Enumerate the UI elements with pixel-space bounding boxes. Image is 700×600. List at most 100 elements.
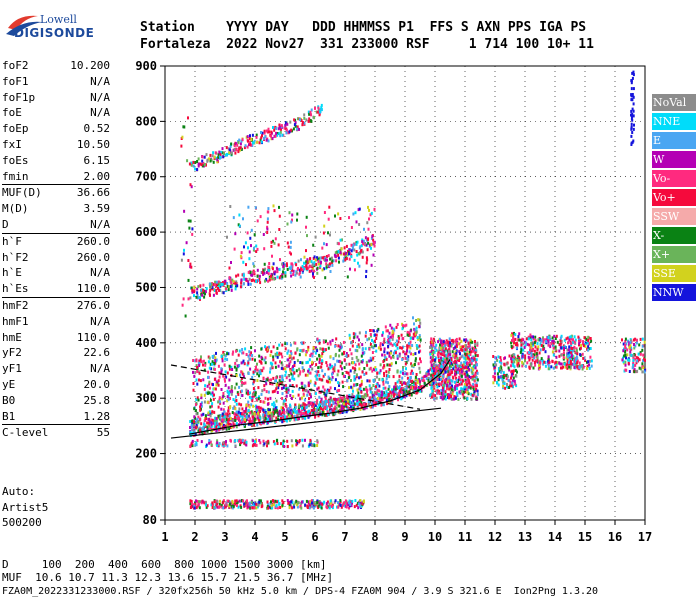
- param-value: 110.0: [76, 330, 110, 344]
- echo-point: [217, 280, 220, 284]
- echo-point: [373, 344, 376, 348]
- echo-point: [454, 359, 457, 363]
- echo-point: [564, 365, 567, 369]
- echo-point: [251, 415, 254, 419]
- echo-point: [211, 418, 214, 422]
- echo-point: [279, 274, 282, 278]
- echo-point: [303, 411, 305, 415]
- echo-point: [250, 403, 253, 407]
- echo-point: [517, 335, 520, 339]
- echo-point: [288, 414, 291, 418]
- echo-point: [573, 359, 576, 363]
- echo-point: [474, 345, 477, 349]
- echo-point: [533, 353, 536, 357]
- echo-point: [493, 378, 496, 382]
- echo-point: [562, 356, 565, 359]
- x-tick-label: 4: [251, 530, 258, 544]
- echo-point: [442, 357, 445, 361]
- echo-point: [526, 351, 529, 355]
- echo-point: [295, 439, 298, 443]
- echo-point: [254, 206, 257, 210]
- echo-point: [197, 162, 200, 166]
- echo-point: [348, 248, 351, 252]
- echo-point: [458, 350, 461, 354]
- echo-point: [372, 401, 375, 405]
- echo-point: [292, 127, 295, 131]
- echo-point: [282, 416, 285, 420]
- echo-point: [197, 285, 200, 289]
- echo-point: [391, 333, 394, 337]
- echo-point: [217, 379, 220, 383]
- echo-point: [388, 351, 391, 355]
- echo-point: [566, 366, 569, 370]
- echo-point: [223, 410, 226, 414]
- echo-point: [293, 414, 296, 418]
- echo-point: [317, 386, 320, 390]
- echo-point: [321, 347, 324, 351]
- echo-point: [450, 358, 453, 361]
- echo-point: [256, 413, 259, 417]
- echo-point: [385, 357, 388, 361]
- echo-point: [201, 293, 204, 297]
- echo-point: [301, 438, 304, 442]
- echo-point: [408, 342, 410, 345]
- echo-point: [499, 356, 502, 360]
- echo-point: [281, 392, 284, 396]
- echo-point: [259, 399, 262, 403]
- echo-point: [322, 340, 325, 344]
- echo-point: [239, 443, 242, 447]
- echo-point: [242, 351, 245, 355]
- echo-point: [266, 347, 269, 351]
- echo-point: [334, 363, 337, 367]
- echo-point: [288, 364, 290, 368]
- param-value: 22.6: [83, 346, 111, 360]
- echo-point: [522, 362, 525, 366]
- echo-point: [290, 357, 293, 361]
- echo-point: [220, 367, 223, 371]
- echo-point: [329, 270, 332, 273]
- echo-point: [317, 260, 320, 263]
- echo-point: [470, 397, 473, 401]
- echo-point: [195, 364, 198, 368]
- echo-point: [393, 342, 396, 346]
- echo-point: [304, 410, 307, 414]
- echo-point: [252, 370, 255, 374]
- echo-point: [238, 402, 241, 406]
- echo-point: [235, 148, 238, 152]
- echo-point: [433, 369, 435, 373]
- echo-point: [300, 341, 303, 345]
- echo-point: [275, 399, 278, 403]
- echo-point: [302, 348, 305, 352]
- echo-point: [298, 439, 301, 442]
- echo-point: [423, 381, 426, 385]
- echo-point: [347, 407, 350, 411]
- echo-point: [409, 340, 412, 344]
- echo-point: [524, 359, 526, 363]
- echo-point: [312, 408, 315, 412]
- echo-point: [196, 365, 199, 369]
- echo-point: [301, 366, 304, 370]
- echo-point: [398, 378, 401, 382]
- echo-point: [216, 441, 219, 445]
- echo-point: [345, 402, 347, 406]
- echo-point: [444, 367, 447, 370]
- echo-point: [394, 392, 397, 396]
- echo-point: [272, 376, 275, 380]
- echo-point: [258, 374, 260, 378]
- echo-point: [429, 383, 432, 386]
- echo-point: [260, 347, 263, 351]
- echo-point: [446, 366, 449, 370]
- echo-point: [266, 440, 269, 444]
- echo-point: [238, 349, 241, 353]
- echo-point: [259, 421, 261, 425]
- echo-point: [506, 382, 508, 386]
- echo-point: [349, 369, 352, 373]
- echo-point: [308, 397, 310, 401]
- echo-point: [493, 365, 496, 369]
- echo-point: [295, 127, 298, 131]
- echo-point: [547, 343, 550, 347]
- echo-point: [562, 357, 565, 361]
- echo-point: [391, 330, 394, 333]
- echo-point: [210, 443, 213, 447]
- echo-point: [301, 406, 303, 410]
